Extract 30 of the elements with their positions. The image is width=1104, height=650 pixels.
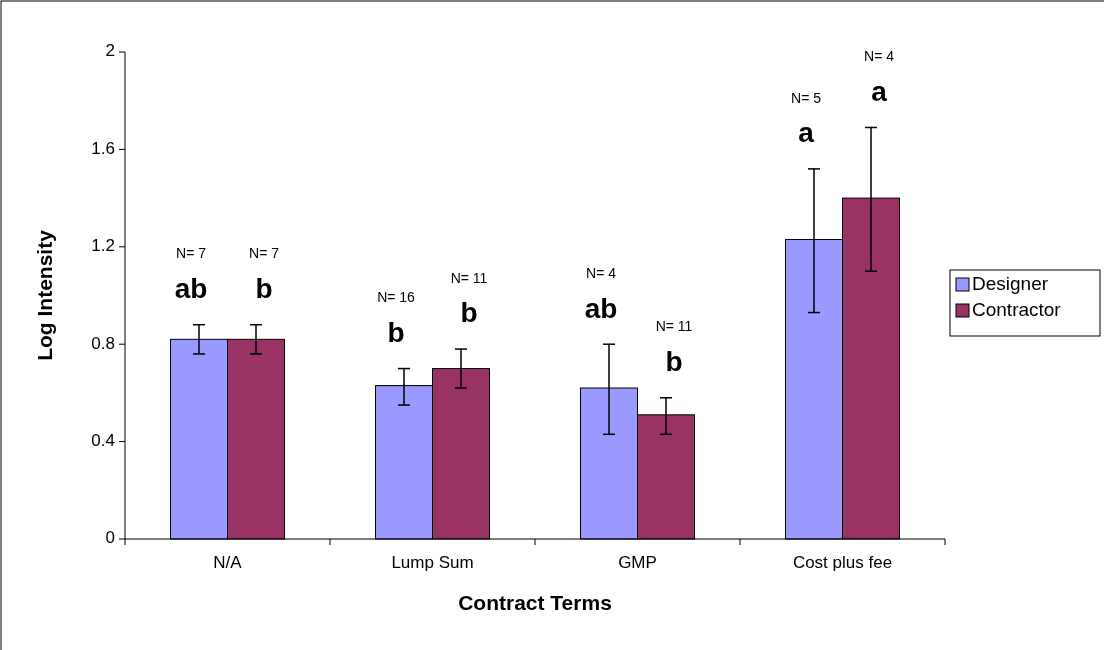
x-axis-title: Contract Terms (458, 591, 612, 614)
y-tick-label: 1.6 (91, 138, 115, 158)
annotation: b (665, 346, 683, 378)
annotation: b (460, 297, 478, 329)
annotation: N= 5 (791, 89, 822, 106)
x-tick-label: GMP (618, 553, 657, 572)
annotation: N= 11 (655, 318, 693, 335)
annotation: N= 16 (377, 289, 416, 306)
annotation: N= 4 (586, 264, 617, 281)
annotation: ab (174, 273, 208, 305)
annotation: b (387, 316, 405, 348)
x-tick-label: N/A (213, 553, 243, 572)
x-tick-label: Cost plus fee (792, 553, 893, 572)
y-tick-label: 0 (105, 528, 115, 548)
legend-label: Designer (972, 273, 1049, 295)
y-tick-label: 0.4 (91, 431, 115, 451)
legend-label: Contractor (972, 299, 1062, 321)
annotation: a (871, 75, 888, 107)
y-tick-label: 0.8 (91, 333, 115, 353)
y-tick-label: 1.2 (91, 236, 115, 256)
annotation: N= 11 (450, 269, 488, 286)
x-tick-label: Lump Sum (391, 553, 474, 572)
annotation: b (255, 273, 273, 305)
annotation: ab (584, 292, 618, 324)
annotation: N= 7 (249, 245, 280, 262)
y-axis-title: Log Intensity (33, 229, 56, 361)
annotation: N= 7 (176, 245, 207, 262)
annotation: N= 4 (864, 48, 895, 65)
y-tick-label: 2 (105, 41, 115, 61)
annotation: a (798, 117, 815, 149)
